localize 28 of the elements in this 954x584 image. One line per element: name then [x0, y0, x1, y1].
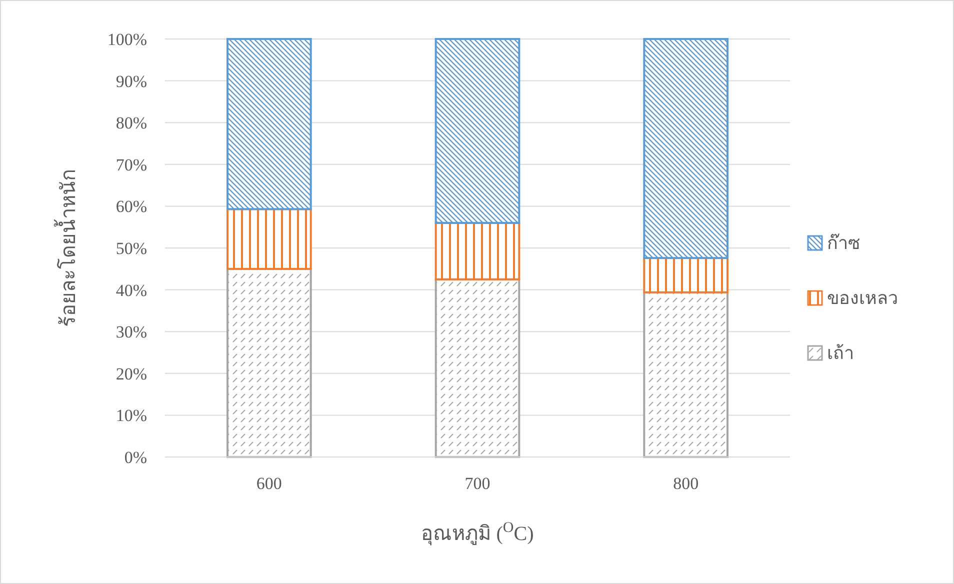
bar: [226, 208, 312, 270]
legend-label: ก๊าซ: [827, 233, 860, 253]
bar: [226, 38, 312, 210]
bar: [643, 291, 728, 458]
y-tick-label: 50%: [116, 238, 147, 258]
y-tick-label: 40%: [116, 280, 147, 300]
legend-label: เถ้า: [827, 343, 854, 363]
x-axis-title: อุณหภูมิ ($^{O}$C): [421, 520, 534, 546]
y-tick-label: 0%: [124, 448, 147, 467]
legend-label: ของเหลว: [827, 288, 898, 308]
bar: [643, 38, 728, 260]
y-tick-label: 30%: [116, 322, 147, 342]
bar: [434, 38, 520, 224]
y-tick-label: 80%: [116, 114, 147, 133]
bar: [434, 222, 520, 280]
y-tick-label: 10%: [116, 406, 147, 426]
y-tick-label: 100%: [107, 30, 147, 49]
y-tick-label: 70%: [116, 155, 147, 174]
y-tick-label: 90%: [116, 72, 147, 91]
bar: [643, 257, 728, 294]
y-axis-title: ร้อยละโดยน้ำหนัก: [54, 169, 80, 327]
bar: [226, 268, 312, 458]
x-tick-label: 800: [673, 474, 699, 493]
bar: [434, 278, 520, 458]
x-tick-label: 700: [464, 474, 490, 493]
y-tick-label: 20%: [116, 364, 147, 384]
x-tick-label: 600: [256, 474, 282, 493]
y-tick-label: 60%: [116, 197, 147, 216]
